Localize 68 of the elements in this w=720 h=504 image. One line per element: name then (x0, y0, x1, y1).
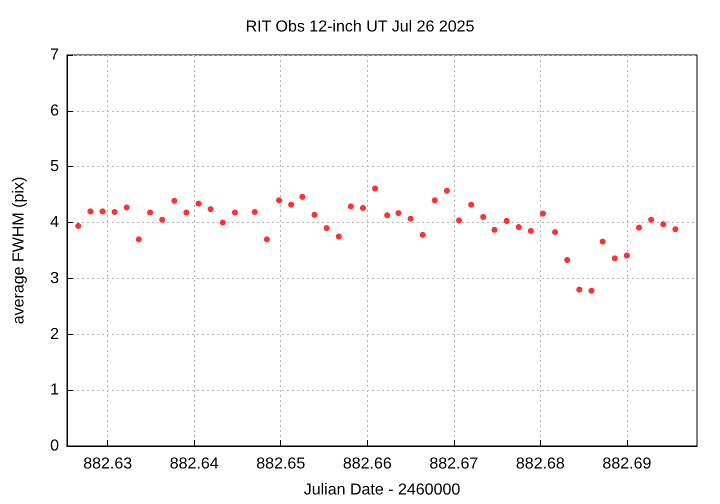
y-tick-label: 1 (50, 382, 60, 399)
point (576, 286, 582, 293)
point (159, 216, 166, 223)
point (299, 194, 306, 200)
point (432, 197, 438, 204)
point (312, 212, 318, 218)
point (276, 197, 282, 204)
y-tick-label: 0 (50, 438, 60, 454)
point (528, 228, 534, 234)
point (208, 206, 214, 212)
x-tick-label: 882.63 (83, 456, 132, 472)
y-tick-label: 7 (50, 46, 60, 64)
y-tick-label: 2 (50, 326, 60, 343)
point (252, 208, 258, 215)
y-tick-label: 5 (50, 158, 60, 176)
y-axis-title: average FWHM (pix) (10, 176, 28, 324)
point (87, 208, 94, 214)
x-tick-label: 882.68 (516, 456, 565, 472)
point (220, 220, 226, 226)
point (264, 236, 270, 242)
point (492, 226, 498, 233)
point (636, 224, 642, 231)
y-tick-label: 4 (50, 214, 60, 232)
point (124, 204, 130, 210)
point (480, 214, 486, 220)
y-tick-label: 6 (50, 102, 60, 120)
point (395, 210, 402, 216)
chart-title: RIT Obs 12-inch UT Jul 26 2025 (246, 18, 475, 36)
x-tick-label: 882.67 (429, 456, 478, 472)
point (600, 238, 606, 245)
point (147, 210, 154, 216)
point (384, 212, 390, 218)
point (660, 221, 666, 228)
point (336, 234, 342, 240)
point (348, 203, 354, 210)
point (196, 200, 202, 207)
x-tick-label: 882.69 (602, 456, 652, 472)
point (540, 210, 546, 217)
point (99, 208, 106, 214)
point (612, 255, 618, 262)
point (232, 210, 238, 216)
point (324, 225, 330, 232)
y-tick-label: 3 (50, 270, 60, 287)
point (372, 186, 378, 192)
point (504, 218, 510, 224)
point (112, 208, 118, 215)
point (420, 232, 426, 238)
point (648, 216, 654, 223)
point (75, 222, 82, 229)
x-tick-label: 882.64 (170, 456, 219, 472)
x-tick-label: 882.66 (342, 456, 392, 472)
point (564, 256, 570, 263)
point (468, 202, 474, 208)
point (588, 288, 594, 294)
point (136, 236, 142, 242)
point (171, 198, 178, 204)
point (516, 224, 522, 230)
point (444, 188, 450, 194)
x-tick-label: 882.65 (256, 456, 306, 472)
point (672, 226, 678, 232)
point (552, 229, 558, 236)
x-axis-title: Julian Date - 2460000 (304, 482, 460, 498)
point (288, 202, 294, 208)
point (408, 216, 414, 222)
point (360, 205, 366, 212)
point (183, 210, 190, 216)
point (624, 252, 630, 259)
point (456, 217, 462, 224)
